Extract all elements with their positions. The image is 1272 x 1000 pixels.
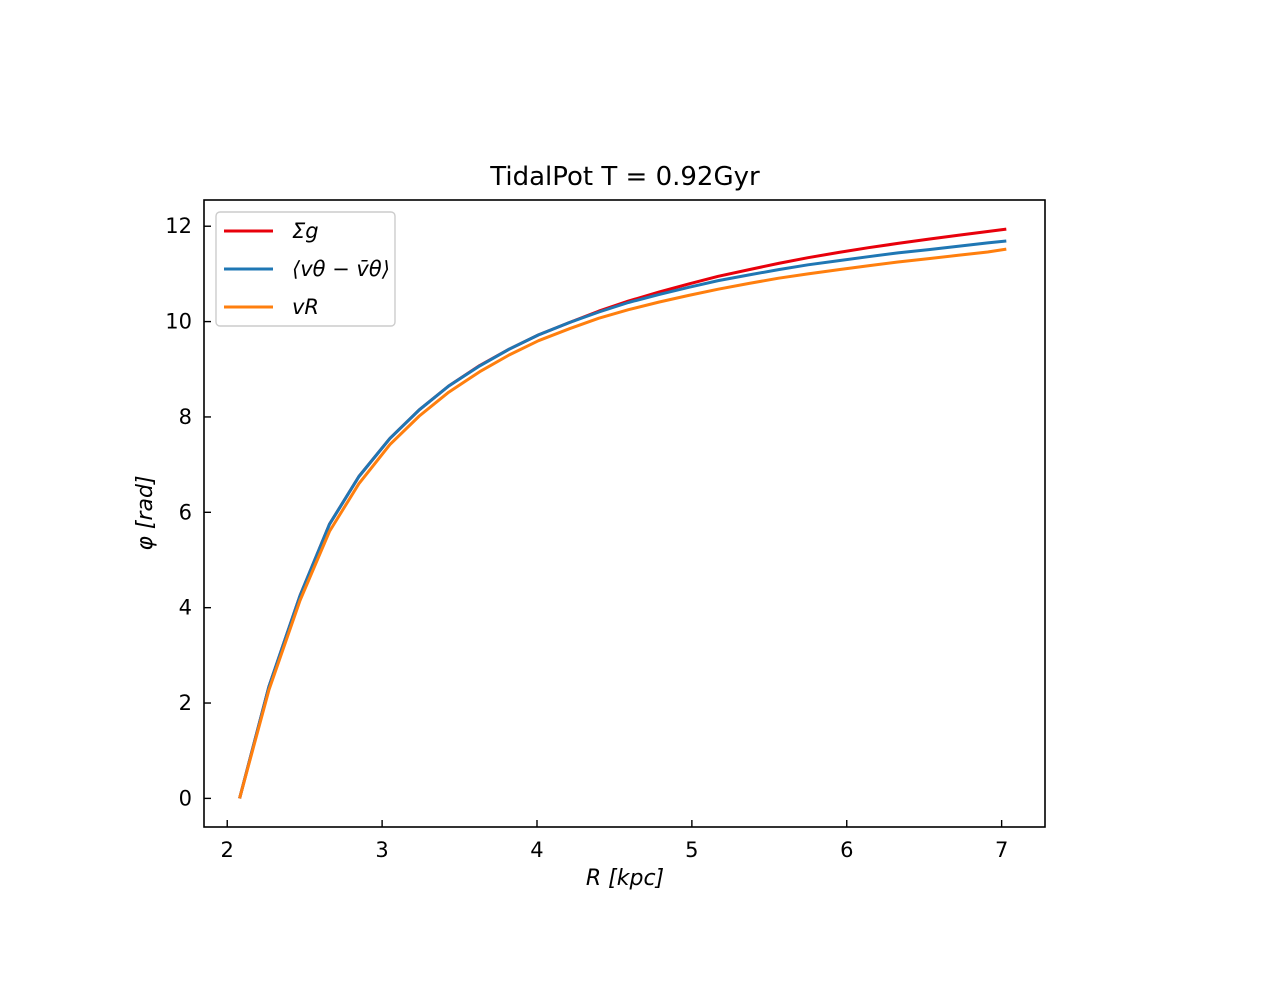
x-axis-label: R [kpc] (586, 866, 664, 891)
legend-label-2: vR (292, 295, 319, 319)
x-tick-label: 6 (840, 838, 853, 862)
y-tick-label: 0 (179, 786, 192, 810)
legend-box (215, 211, 396, 327)
x-tick-label: 5 (685, 838, 698, 862)
x-tick-label: 2 (221, 838, 234, 862)
x-axis: 2 3 4 5 6 7 (221, 820, 1008, 862)
x-tick-label: 4 (530, 838, 543, 862)
x-tick-label: 7 (995, 838, 1008, 862)
y-tick-label: 8 (179, 405, 192, 429)
y-tick-label: 12 (165, 214, 192, 238)
plot-frame (203, 199, 1046, 828)
series-line-2 (238, 247, 1007, 799)
y-tick-label: 2 (179, 691, 192, 715)
y-axis: 0 2 4 6 8 10 12 (165, 214, 211, 810)
legend-label-1: ⟨vθ − v̄θ⟩ (292, 257, 390, 281)
legend: Σg ⟨vθ − v̄θ⟩ vR (215, 211, 396, 327)
x-tick-label: 3 (375, 838, 388, 862)
y-axis-label: φ [rad] (133, 475, 158, 550)
series-line-1 (238, 239, 1007, 799)
y-tick-label: 10 (165, 310, 192, 334)
y-tick-label: 4 (179, 596, 192, 620)
series-layer (238, 227, 1007, 799)
legend-label-0: Σg (292, 219, 319, 243)
chart-title: TidalPot T = 0.92Gyr (489, 162, 760, 192)
y-tick-label: 6 (179, 500, 192, 524)
